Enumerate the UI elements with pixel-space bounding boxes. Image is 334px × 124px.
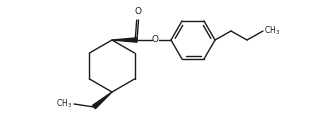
Text: CH$_3$: CH$_3$ [265, 24, 281, 37]
Text: CH$_3$: CH$_3$ [56, 98, 72, 110]
Polygon shape [93, 92, 112, 109]
Text: O: O [134, 7, 141, 16]
Polygon shape [112, 38, 137, 42]
Text: O: O [152, 35, 159, 45]
